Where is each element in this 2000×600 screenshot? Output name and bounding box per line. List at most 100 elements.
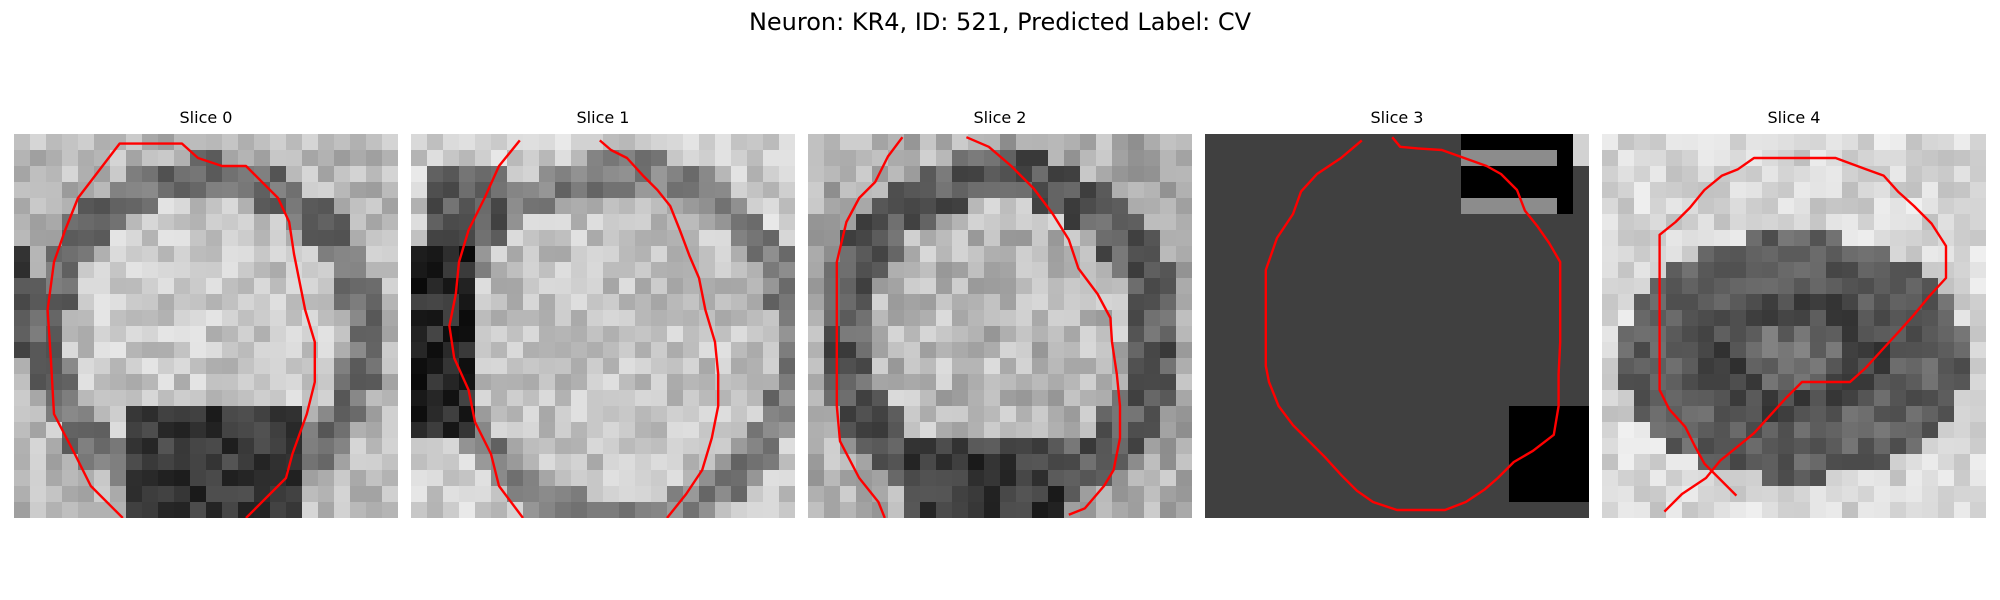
image-pixel (1445, 438, 1461, 454)
image-pixel (1557, 438, 1573, 454)
image-pixel (1810, 278, 1826, 294)
image-pixel (1269, 470, 1285, 486)
image-pixel (1618, 438, 1634, 454)
image-pixel (1970, 230, 1986, 246)
image-pixel (856, 406, 872, 422)
image-pixel (206, 406, 222, 422)
image-pixel (683, 422, 699, 438)
image-pixel (382, 486, 398, 502)
image-pixel (1205, 134, 1221, 150)
image-pixel (14, 422, 30, 438)
image-pixel (14, 134, 30, 150)
image-pixel (110, 294, 126, 310)
image-pixel (1906, 390, 1922, 406)
slice-image (14, 134, 398, 518)
image-pixel (366, 374, 382, 390)
image-pixel (1016, 470, 1032, 486)
image-pixel (683, 134, 699, 150)
image-pixel (1541, 502, 1557, 518)
image-pixel (1144, 390, 1160, 406)
image-pixel (427, 198, 443, 214)
image-pixel (635, 230, 651, 246)
image-pixel (1698, 326, 1714, 342)
image-pixel (254, 422, 270, 438)
image-pixel (587, 134, 603, 150)
image-pixel (1317, 278, 1333, 294)
image-pixel (1826, 486, 1842, 502)
image-pixel (1301, 502, 1317, 518)
image-pixel (302, 262, 318, 278)
image-pixel (366, 150, 382, 166)
image-pixel (1970, 262, 1986, 278)
image-pixel (1842, 406, 1858, 422)
image-pixel (539, 294, 555, 310)
image-pixel (555, 454, 571, 470)
image-pixel (1128, 230, 1144, 246)
image-pixel (635, 134, 651, 150)
image-pixel (190, 406, 206, 422)
image-pixel (1205, 422, 1221, 438)
image-pixel (1016, 422, 1032, 438)
image-pixel (1477, 454, 1493, 470)
image-pixel (1048, 166, 1064, 182)
image-pixel (587, 486, 603, 502)
image-pixel (350, 326, 366, 342)
image-pixel (1237, 278, 1253, 294)
image-pixel (1176, 134, 1192, 150)
image-pixel (539, 326, 555, 342)
image-pixel (731, 278, 747, 294)
image-pixel (238, 470, 254, 486)
image-pixel (1365, 342, 1381, 358)
image-pixel (1285, 342, 1301, 358)
image-pixel (763, 262, 779, 278)
image-pixel (1938, 134, 1954, 150)
image-pixel (443, 246, 459, 262)
image-pixel (1080, 134, 1096, 150)
image-pixel (619, 294, 635, 310)
image-pixel (1176, 502, 1192, 518)
image-pixel (856, 278, 872, 294)
segmentation-contour (1264, 136, 1562, 512)
image-pixel (1160, 406, 1176, 422)
image-pixel (1285, 326, 1301, 342)
image-pixel (1650, 214, 1666, 230)
image-pixel (1666, 262, 1682, 278)
image-pixel (1634, 246, 1650, 262)
image-pixel (1176, 310, 1192, 326)
image-pixel (238, 310, 254, 326)
image-pixel (46, 486, 62, 502)
image-pixel (190, 502, 206, 518)
image-pixel (1794, 342, 1810, 358)
image-pixel (1746, 246, 1762, 262)
image-pixel (1634, 374, 1650, 390)
image-pixel (936, 374, 952, 390)
image-pixel (1333, 358, 1349, 374)
image-pixel (747, 438, 763, 454)
image-pixel (1445, 342, 1461, 358)
image-pixel (46, 454, 62, 470)
image-pixel (302, 438, 318, 454)
image-pixel (747, 198, 763, 214)
image-pixel (779, 374, 795, 390)
image-pixel (1160, 390, 1176, 406)
image-pixel (1144, 454, 1160, 470)
image-pixel (1205, 262, 1221, 278)
image-pixel (1762, 278, 1778, 294)
image-pixel (1634, 422, 1650, 438)
image-pixel (1461, 230, 1477, 246)
image-pixel (350, 358, 366, 374)
image-pixel (1477, 486, 1493, 502)
image-pixel (411, 422, 427, 438)
image-pixel (318, 294, 334, 310)
image-pixel (1096, 454, 1112, 470)
image-pixel (1682, 374, 1698, 390)
image-pixel (715, 294, 731, 310)
image-pixel (126, 326, 142, 342)
image-pixel (1000, 166, 1016, 182)
image-pixel (46, 374, 62, 390)
image-pixel (94, 262, 110, 278)
image-pixel (1096, 470, 1112, 486)
image-pixel (350, 342, 366, 358)
image-pixel (1858, 422, 1874, 438)
image-pixel (286, 198, 302, 214)
